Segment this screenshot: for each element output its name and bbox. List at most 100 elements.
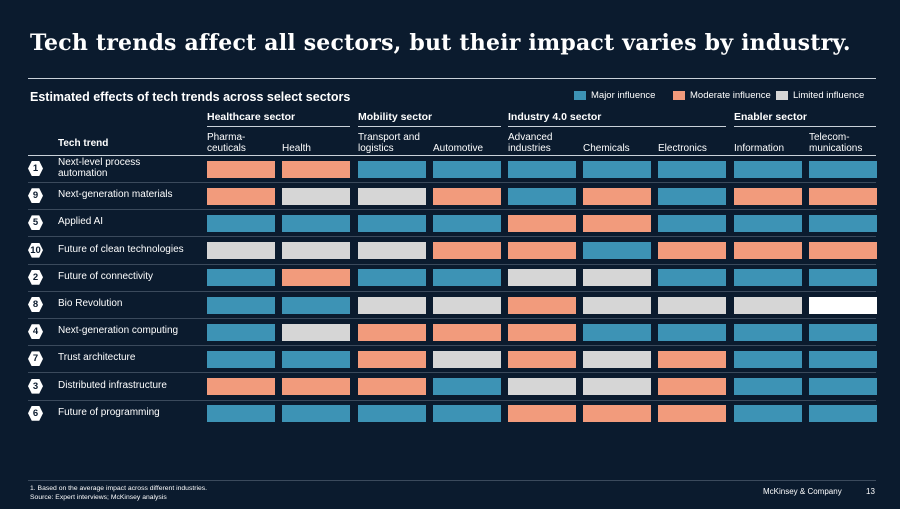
influence-cell-limited (207, 242, 275, 260)
influence-cell-limited (358, 296, 426, 314)
influence-cell-major (207, 323, 275, 341)
influence-cell-moderate (508, 214, 576, 232)
influence-cell-major (809, 323, 877, 341)
legend-item-limited: Limited influence (776, 90, 864, 101)
influence-cell-limited (358, 242, 426, 260)
column-header: Telecom- munications (809, 132, 863, 154)
influence-cell-major (583, 242, 651, 260)
influence-cell-limited (583, 378, 651, 396)
influence-cell-major (433, 160, 501, 178)
sector-line-healthcare (207, 126, 350, 127)
influence-cell-limited (282, 242, 350, 260)
influence-cell-limited (433, 350, 501, 368)
trend-column-header: Tech trend (58, 138, 109, 149)
influence-cell-moderate (809, 242, 877, 260)
influence-cell-limited (583, 269, 651, 287)
influence-cell-major (658, 323, 726, 341)
influence-cell-moderate (508, 405, 576, 423)
column-header: Electronics (658, 143, 707, 154)
legend-swatch-moderate (673, 91, 685, 100)
trend-number-badge: 4 (28, 324, 43, 340)
brand-name: McKinsey & Company (763, 487, 842, 496)
influence-cell-moderate (583, 187, 651, 205)
influence-cell-major (508, 160, 576, 178)
influence-cell-major (809, 378, 877, 396)
row-divider (28, 345, 876, 347)
influence-cell-major (734, 160, 802, 178)
influence-cell-major (207, 214, 275, 232)
trend-number-badge: 9 (28, 188, 43, 204)
legend-item-moderate: Moderate influence (673, 90, 771, 101)
row-divider (28, 399, 876, 401)
influence-cell-major (433, 269, 501, 287)
row-divider (28, 182, 876, 183)
legend-label-major: Major influence (591, 90, 656, 101)
trend-label: Applied AI (58, 216, 104, 228)
influence-cell-major (508, 187, 576, 205)
influence-cell-major (734, 378, 802, 396)
trend-number-badge: 1 (28, 161, 43, 176)
influence-cell-major (358, 160, 426, 178)
header-rule (28, 155, 876, 156)
influence-cell-major (734, 269, 802, 287)
trend-label: Next-generation materials (58, 189, 173, 201)
column-header: Automotive (433, 143, 484, 154)
influence-cell-moderate (508, 296, 576, 314)
influence-cell-major (658, 214, 726, 232)
influence-cell-moderate (433, 187, 501, 205)
influence-cell-major (358, 214, 426, 232)
influence-cell-major (583, 160, 651, 178)
trend-label: Distributed infrastructure (58, 379, 167, 391)
influence-cell-major (809, 350, 877, 368)
influence-cell-moderate (282, 378, 350, 396)
trend-number-badge: 6 (28, 405, 43, 421)
column-header: Transport and logistics (358, 132, 420, 154)
trend-number-badge: 10 (28, 242, 43, 258)
influence-cell-major (658, 269, 726, 287)
footer-rule (28, 480, 876, 481)
influence-cell-moderate (358, 350, 426, 368)
trend-number-badge: 8 (28, 297, 43, 312)
legend-label-moderate: Moderate influence (690, 90, 771, 101)
influence-cell-moderate (658, 350, 726, 368)
legend-swatch-limited (776, 91, 788, 100)
influence-cell-moderate (583, 405, 651, 423)
influence-cell-moderate (734, 187, 802, 205)
sector-industry: Industry 4.0 sector (508, 111, 602, 123)
influence-cell-major (282, 296, 350, 314)
influence-cell-major (207, 405, 275, 423)
trend-number-badge: 7 (28, 351, 43, 367)
influence-cell-limited (282, 187, 350, 205)
influence-cell-moderate (282, 160, 350, 178)
influence-cell-major (809, 405, 877, 423)
footnote: 1. Based on the average impact across di… (30, 485, 208, 501)
influence-cell-moderate (358, 378, 426, 396)
influence-cell-major (658, 187, 726, 205)
influence-cell-moderate (207, 378, 275, 396)
influence-cell-major (809, 269, 877, 287)
influence-cell-major (207, 350, 275, 368)
chart-subtitle: Estimated effects of tech trends across … (30, 90, 351, 104)
row-divider (28, 372, 876, 374)
influence-cell-limited (583, 296, 651, 314)
sector-healthcare: Healthcare sector (207, 111, 296, 123)
influence-cell-limited (658, 296, 726, 314)
trend-label: Trust architecture (58, 352, 136, 364)
influence-cell-limited (433, 296, 501, 314)
influence-cell-moderate (358, 323, 426, 341)
influence-cell-moderate (658, 242, 726, 260)
column-header: Advanced industries (508, 132, 553, 154)
influence-cell-major (433, 214, 501, 232)
trend-label: Next-level process automation (58, 157, 141, 179)
influence-cell-limited (508, 378, 576, 396)
influence-cell-limited (358, 187, 426, 205)
trend-label: Next-generation computing (58, 325, 179, 337)
influence-cell-major (734, 323, 802, 341)
row-divider (28, 318, 876, 319)
influence-cell-moderate (809, 187, 877, 205)
influence-cell-moderate (508, 350, 576, 368)
influence-cell-major (433, 378, 501, 396)
influence-cell-major (282, 405, 350, 423)
influence-cell-moderate (207, 160, 275, 178)
influence-cell-limited (282, 323, 350, 341)
